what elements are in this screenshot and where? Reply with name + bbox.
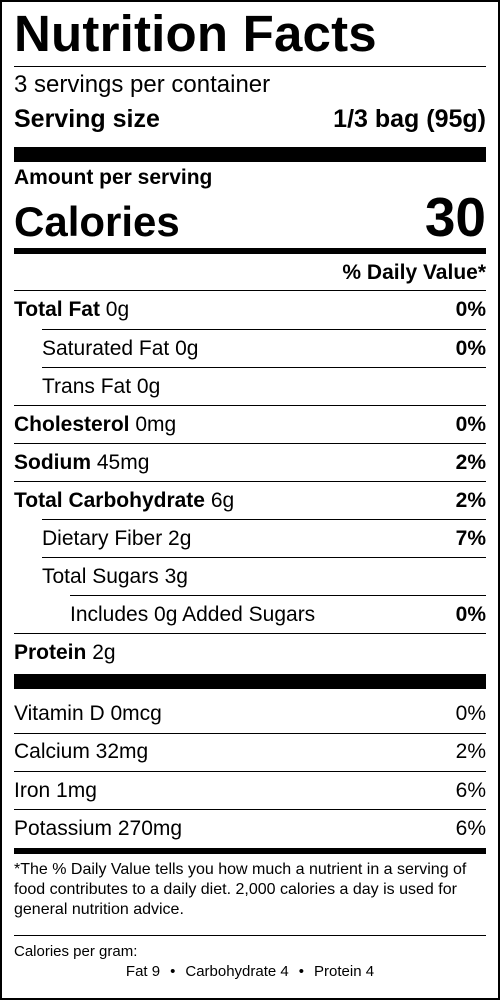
serving-size-row: Serving size 1/3 bag (95g) (14, 102, 486, 136)
thick-divider (14, 147, 486, 162)
nutrient-dv: 0% (455, 337, 486, 360)
nutrient-row-total-carbohydrate: Total Carbohydrate 6g 2% (14, 482, 486, 520)
calories-per-gram-values: Fat 9 • Carbohydrate 4 • Protein 4 (14, 962, 486, 982)
thick-divider (14, 674, 486, 689)
vitamin-text: Calcium 32mg (14, 740, 149, 763)
medium-divider (14, 848, 486, 854)
vitamin-text: Iron 1mg (14, 779, 97, 802)
nutrient-amount: 2g (168, 527, 192, 550)
nutrient-name: Total Sugars (42, 565, 159, 588)
calories-value: 30 (424, 186, 486, 248)
divider (14, 633, 486, 634)
divider (14, 405, 486, 406)
nutrient-row-saturated-fat: Saturated Fat 0g 0% (14, 330, 486, 368)
divider (42, 367, 486, 368)
nutrient-amount: 6g (210, 489, 235, 512)
medium-divider (14, 248, 486, 254)
nutrient-amount: 0g (136, 375, 161, 398)
vitamin-row-vitamin-d: Vitamin D 0mcg 0% (14, 695, 486, 733)
daily-value-header: % Daily Value* (14, 259, 486, 287)
nutrient-dv: 0% (455, 413, 486, 436)
nutrient-row-total-fat: Total Fat 0g 0% (14, 291, 486, 329)
nutrient-name: Dietary Fiber (42, 527, 163, 550)
nutrient-dv: 2% (455, 451, 486, 474)
nutrient-dv: 0% (455, 298, 486, 321)
calories-row: Calories 30 (14, 188, 486, 246)
divider (42, 329, 486, 330)
nutrient-dv: 2% (455, 489, 486, 512)
serving-size-label: Serving size (14, 105, 160, 133)
serving-size-value: 1/3 bag (95g) (333, 105, 486, 133)
divider (42, 519, 486, 520)
label-content: Nutrition Facts 3 servings per container… (14, 2, 486, 998)
nutrient-name: Trans Fat (42, 375, 132, 398)
label-title: Nutrition Facts (14, 5, 377, 62)
nutrient-amount: 0g (105, 298, 130, 321)
vitamin-row-iron: Iron 1mg 6% (14, 772, 486, 810)
nutrient-name: Saturated Fat (42, 337, 170, 360)
divider (70, 595, 486, 596)
nutrient-row-sodium: Sodium 45mg 2% (14, 444, 486, 482)
vitamin-text: Potassium 270mg (14, 817, 183, 840)
nutrient-dv: 0% (455, 603, 486, 626)
nutrient-amount: 45mg (96, 451, 150, 474)
nutrient-name: Cholesterol (14, 413, 130, 436)
nutrient-amount: 2g (92, 641, 116, 664)
nutrient-dv: 7% (455, 527, 486, 550)
divider (42, 557, 486, 558)
nutrient-amount: 0mg (135, 413, 177, 436)
nutrient-row-protein: Protein 2g (14, 634, 486, 672)
cpg-protein: Protein 4 (314, 963, 375, 980)
cpg-fat: Fat 9 (125, 963, 161, 980)
divider (14, 809, 486, 810)
nutrient-name: Includes 0g Added Sugars (70, 603, 316, 626)
vitamin-dv: 6% (455, 779, 486, 802)
bullet-separator: • (298, 963, 305, 980)
servings-per-container: 3 servings per container (14, 70, 486, 100)
divider (14, 66, 486, 67)
nutrient-row-cholesterol: Cholesterol 0mg 0% (14, 406, 486, 444)
nutrient-name: Protein (14, 641, 87, 664)
calories-label: Calories (14, 198, 180, 245)
daily-value-footnote: *The % Daily Value tells you how much a … (14, 861, 467, 918)
nutrient-row-trans-fat: Trans Fat 0g (14, 368, 486, 406)
vitamin-text: Vitamin D 0mcg (14, 702, 162, 725)
nutrient-name: Total Carbohydrate (14, 489, 205, 512)
vitamin-row-potassium: Potassium 270mg 6% (14, 810, 486, 848)
nutrient-row-dietary-fiber: Dietary Fiber 2g 7% (14, 520, 486, 558)
divider (14, 290, 486, 291)
nutrient-row-total-sugars: Total Sugars 3g (14, 558, 486, 596)
amount-per-serving-text: Amount per serving (14, 166, 213, 189)
cpg-carbohydrate: Carbohydrate 4 (185, 963, 289, 980)
vitamin-row-calcium: Calcium 32mg 2% (14, 733, 486, 771)
divider (14, 733, 486, 734)
bullet-separator: • (170, 963, 176, 980)
nutrient-row-added-sugars: Includes 0g Added Sugars 0% (14, 596, 486, 634)
vitamin-dv: 6% (455, 817, 486, 840)
divider (14, 443, 486, 444)
calories-per-gram-label: Calories per gram: (14, 943, 138, 960)
nutrient-name: Sodium (14, 451, 91, 474)
daily-value-header-text: % Daily Value* (342, 261, 486, 284)
nutrient-name: Total Fat (14, 298, 100, 321)
servings-text: 3 servings per container (14, 71, 271, 98)
amount-per-serving: Amount per serving (14, 164, 486, 192)
divider (14, 935, 486, 936)
nutrient-amount: 0g (175, 337, 199, 360)
vitamin-dv: 0% (455, 702, 486, 725)
divider (14, 771, 486, 772)
nutrient-amount: 3g (164, 565, 188, 588)
vitamin-dv: 2% (455, 740, 486, 763)
divider (14, 481, 486, 482)
